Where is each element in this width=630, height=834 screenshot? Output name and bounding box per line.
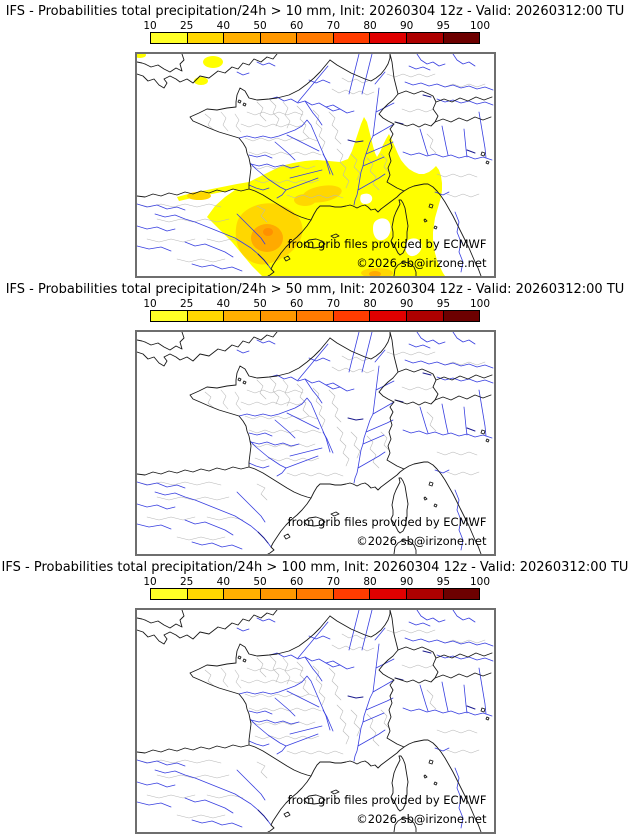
colorbar-segments xyxy=(150,310,480,322)
colorbar-tick: 40 xyxy=(216,20,231,32)
colorbar-segment xyxy=(151,589,187,599)
colorbar-segment xyxy=(151,311,187,321)
attribution-ecmwf: from grib files provided by ECMWF xyxy=(287,237,487,251)
colorbar-segment xyxy=(405,589,443,599)
colorbar-segment xyxy=(369,33,406,43)
colorbar-tick: 80 xyxy=(363,20,377,32)
probability-colorbar: 10 25 40 50 60 70 80 90 95 100 xyxy=(143,298,490,322)
panel-title: IFS - Probabilities total precipitation/… xyxy=(5,282,625,297)
colorbar-segment xyxy=(296,33,333,43)
colorbar-tick: 25 xyxy=(179,20,194,32)
colorbar-segment xyxy=(223,33,260,43)
colorbar-segment xyxy=(332,33,370,43)
colorbar-tick: 100 xyxy=(469,298,491,310)
colorbar-tick: 40 xyxy=(216,576,231,588)
colorbar-tick-labels: 10 25 40 50 60 70 80 90 95 100 xyxy=(143,20,490,32)
colorbar-segment xyxy=(223,589,260,599)
panel-precip-gt-10mm: IFS - Probabilities total precipitation/… xyxy=(0,0,630,278)
attribution-ecmwf: from grib files provided by ECMWF xyxy=(287,515,487,529)
colorbar-tick: 60 xyxy=(289,576,304,588)
colorbar-tick: 40 xyxy=(216,298,231,310)
colorbar-segment xyxy=(442,33,480,43)
colorbar-tick: 60 xyxy=(289,20,304,32)
colorbar-tick: 25 xyxy=(179,298,194,310)
attribution-copyright: ©2026 sb@irizone.net xyxy=(356,256,487,270)
attribution-copyright: ©2026 sb@irizone.net xyxy=(356,534,487,548)
colorbar-tick: 10 xyxy=(143,20,157,32)
colorbar-tick: 50 xyxy=(253,298,267,310)
map-france-precip-gt-100mm: from grib files provided by ECMWF ©2026 … xyxy=(134,608,496,834)
colorbar-segment xyxy=(405,311,443,321)
colorbar-segment xyxy=(223,311,260,321)
colorbar-segment xyxy=(186,33,224,43)
colorbar-segment xyxy=(369,311,406,321)
colorbar-tick: 90 xyxy=(399,20,414,32)
colorbar-tick: 80 xyxy=(363,576,377,588)
colorbar-segment xyxy=(186,589,224,599)
colorbar-tick: 100 xyxy=(469,576,491,588)
colorbar-segment xyxy=(259,589,297,599)
colorbar-segment xyxy=(151,33,187,43)
colorbar-tick: 95 xyxy=(436,576,451,588)
panel-title: IFS - Probabilities total precipitation/… xyxy=(5,4,625,19)
colorbar-tick: 10 xyxy=(143,298,157,310)
colorbar-segment xyxy=(259,311,297,321)
colorbar-segment xyxy=(259,33,297,43)
colorbar-tick: 50 xyxy=(253,576,267,588)
colorbar-tick: 90 xyxy=(399,298,414,310)
colorbar-segment xyxy=(405,33,443,43)
colorbar-tick: 80 xyxy=(363,298,377,310)
colorbar-segment xyxy=(296,311,333,321)
colorbar-tick-labels: 10 25 40 50 60 70 80 90 95 100 xyxy=(143,576,490,588)
colorbar-tick: 95 xyxy=(436,20,451,32)
colorbar-segments xyxy=(150,588,480,600)
colorbar-tick: 25 xyxy=(179,576,194,588)
map-france-precip-gt-50mm: from grib files provided by ECMWF ©2026 … xyxy=(134,330,496,556)
attribution-copyright: ©2026 sb@irizone.net xyxy=(356,812,487,826)
colorbar-tick-labels: 10 25 40 50 60 70 80 90 95 100 xyxy=(143,298,490,310)
colorbar-tick: 70 xyxy=(326,576,341,588)
panel-precip-gt-50mm: IFS - Probabilities total precipitation/… xyxy=(0,278,630,556)
colorbar-tick: 90 xyxy=(399,576,414,588)
colorbar-tick: 10 xyxy=(143,576,157,588)
colorbar-segment xyxy=(296,589,333,599)
colorbar-segment xyxy=(332,311,370,321)
colorbar-tick: 60 xyxy=(289,298,304,310)
map-france-precip-gt-10mm: from grib files provided by ECMWF ©2026 … xyxy=(134,52,496,278)
colorbar-segment xyxy=(442,311,480,321)
colorbar-tick: 100 xyxy=(469,20,491,32)
colorbar-segment xyxy=(186,311,224,321)
attribution-ecmwf: from grib files provided by ECMWF xyxy=(287,793,487,807)
colorbar-segment xyxy=(332,589,370,599)
colorbar-tick: 70 xyxy=(326,20,341,32)
colorbar-segment xyxy=(442,589,480,599)
colorbar-tick: 95 xyxy=(436,298,451,310)
colorbar-segments xyxy=(150,32,480,44)
panel-precip-gt-100mm: IFS - Probabilities total precipitation/… xyxy=(0,556,630,834)
colorbar-segment xyxy=(369,589,406,599)
probability-colorbar: 10 25 40 50 60 70 80 90 95 100 xyxy=(143,20,490,44)
panel-title: IFS - Probabilities total precipitation/… xyxy=(1,560,629,575)
probability-colorbar: 10 25 40 50 60 70 80 90 95 100 xyxy=(143,576,490,600)
colorbar-tick: 70 xyxy=(326,298,341,310)
colorbar-tick: 50 xyxy=(253,20,267,32)
